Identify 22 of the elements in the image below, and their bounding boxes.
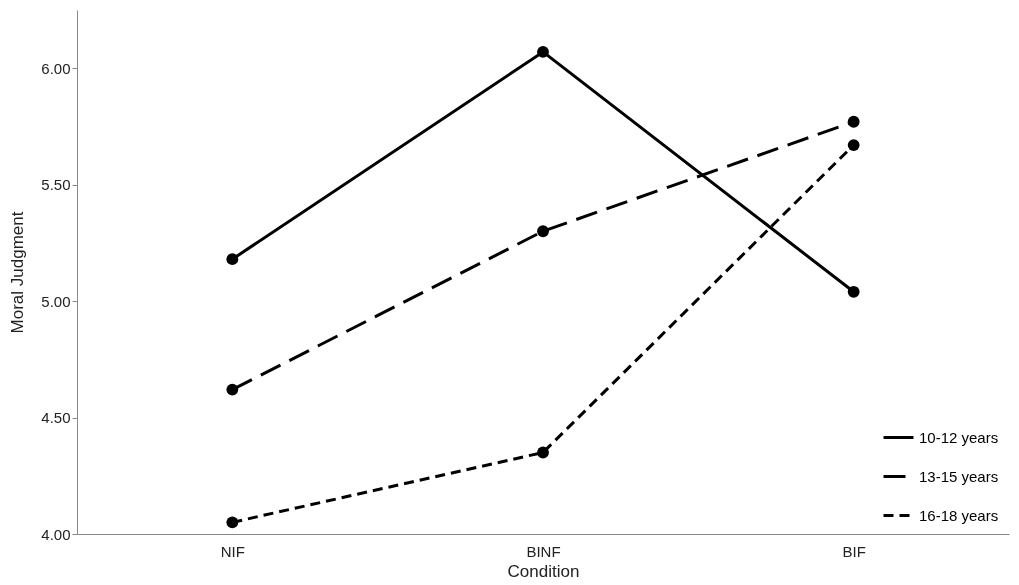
point [537,225,549,238]
y-tick-label: 5.50 [41,176,71,194]
point [537,446,549,459]
point [537,46,549,58]
y-tick-label: 5.00 [41,292,71,310]
legend-label: 10-12 years [919,428,999,446]
point [847,115,860,128]
x-tick-label: NIF [220,542,245,560]
x-tick-label: BIF [842,542,866,560]
point [847,139,860,151]
y-tick-label: 4.50 [41,409,71,427]
point [226,516,239,529]
point [847,285,860,298]
y-axis-title: Moral Judgment [8,211,28,334]
point [226,383,239,396]
y-tick-label: 4.00 [41,525,71,543]
point [226,253,239,266]
legend-label: 16-18 years [919,506,999,524]
legend-label: 13-15 years [919,467,999,485]
x-tick-label: BINF [526,542,561,560]
y-tick-label: 6.00 [41,59,71,77]
x-axis-title: Condition [507,561,580,581]
